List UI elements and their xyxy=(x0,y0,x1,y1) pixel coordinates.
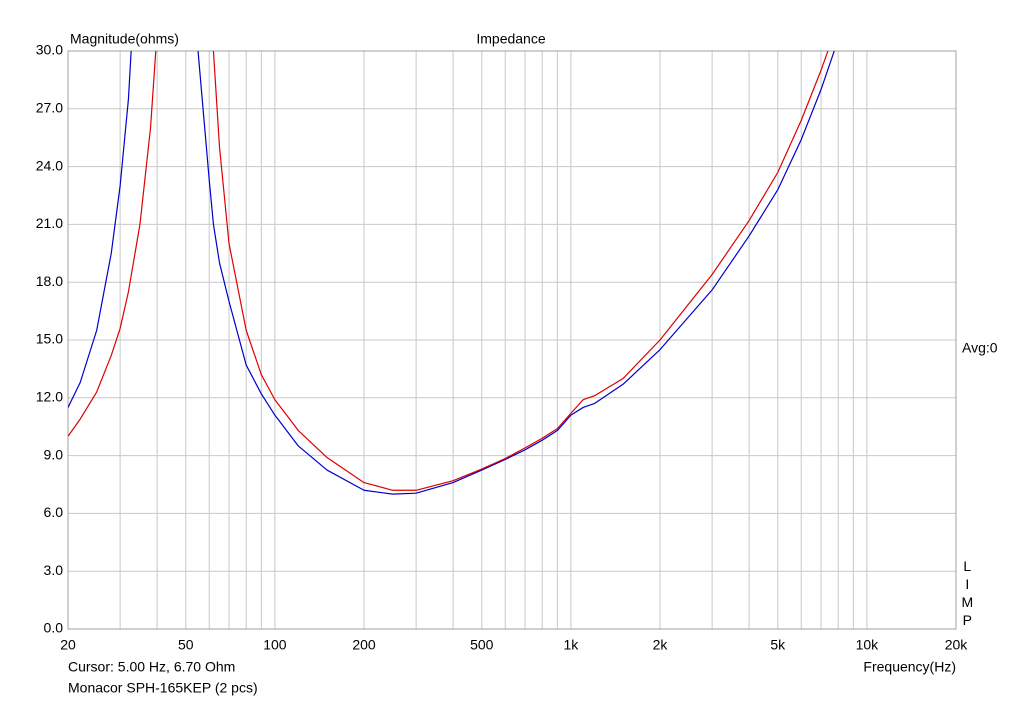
x-tick-label: 50 xyxy=(178,637,194,653)
y-tick-label: 30.0 xyxy=(36,42,63,58)
x-tick-label: 10k xyxy=(856,637,880,653)
side-label: LIMP xyxy=(959,558,975,630)
x-tick-label: 20 xyxy=(60,637,76,653)
y-tick-label: 12.0 xyxy=(36,389,63,405)
y-tick-label: 0.0 xyxy=(44,620,64,636)
impedance-curve xyxy=(68,51,829,491)
plot-frame xyxy=(67,50,957,630)
y-tick-label: 3.0 xyxy=(44,562,64,578)
y-tick-label: 6.0 xyxy=(44,504,64,520)
y-tick-label: 21.0 xyxy=(36,215,63,231)
x-axis-label: Frequency(Hz) xyxy=(863,659,956,675)
y-axis-label: Magnitude(ohms) xyxy=(70,31,179,47)
x-tick-label: 2k xyxy=(653,637,669,653)
y-tick-label: 24.0 xyxy=(36,157,63,173)
y-tick-label: 9.0 xyxy=(44,446,64,462)
annotation: Avg:0 xyxy=(962,340,998,356)
x-tick-label: 1k xyxy=(563,637,579,653)
x-tick-label: 100 xyxy=(263,637,287,653)
x-tick-label: 20k xyxy=(945,637,969,653)
y-tick-label: 18.0 xyxy=(36,273,63,289)
source-label: Monacor SPH-165KEP (2 pcs) xyxy=(68,680,258,696)
x-tick-label: 500 xyxy=(470,637,494,653)
y-tick-label: 27.0 xyxy=(36,100,63,116)
x-tick-label: 5k xyxy=(770,637,786,653)
x-tick-label: 200 xyxy=(352,637,376,653)
y-tick-label: 15.0 xyxy=(36,331,63,347)
impedance-curve xyxy=(68,51,835,495)
chart-title: Impedance xyxy=(476,31,545,47)
cursor-readout: Cursor: 5.00 Hz, 6.70 Ohm xyxy=(68,659,235,675)
